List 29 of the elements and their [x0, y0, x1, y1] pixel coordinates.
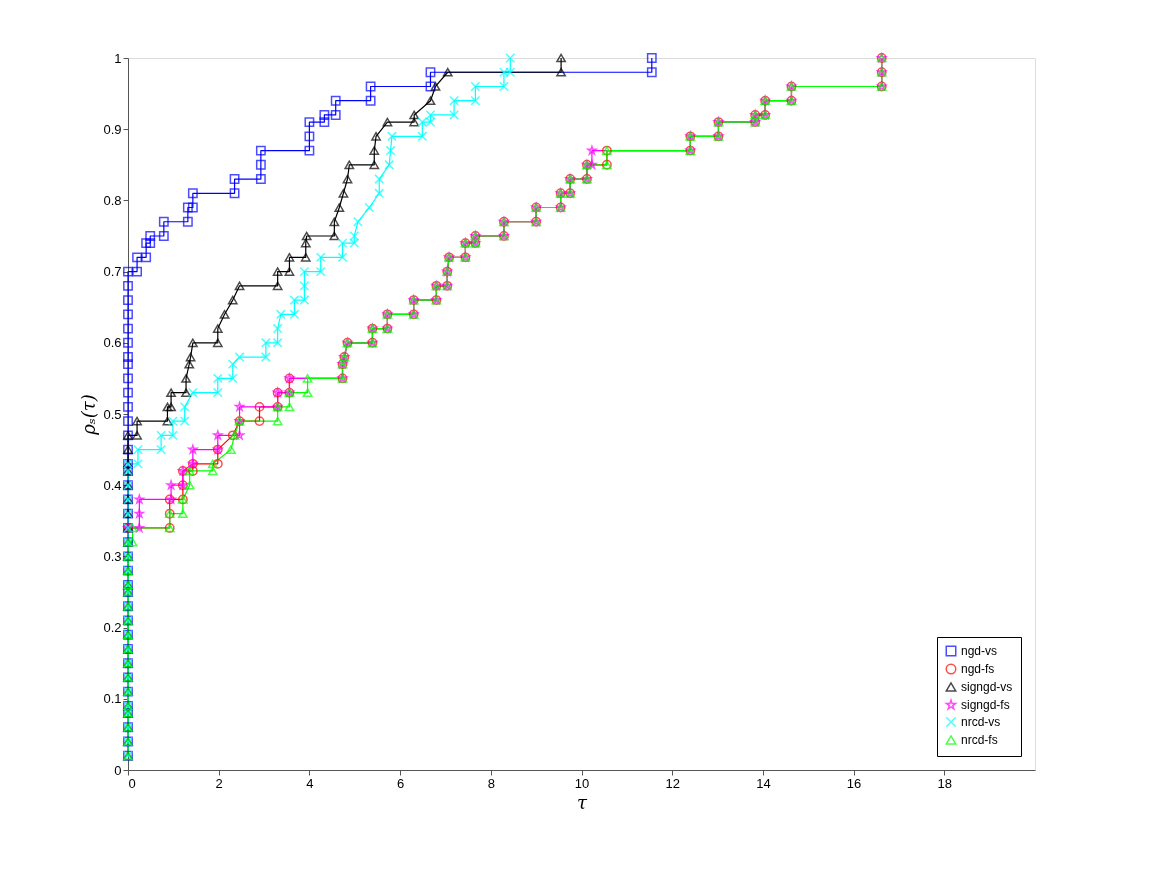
y-tick-label: 0.7 — [103, 264, 122, 280]
y-tick-label: 0.5 — [103, 406, 122, 422]
y-axis-title: ρₛ(τ) — [78, 394, 100, 436]
x-tick-label: 14 — [756, 775, 771, 791]
x-tick-label: 8 — [487, 775, 495, 791]
y-tick-label: 0.4 — [103, 477, 122, 493]
x-tick-label: 18 — [937, 775, 953, 791]
x-axis-title: τ — [577, 791, 589, 813]
y-tick-label: 0.8 — [103, 192, 122, 208]
y-tick-label: 1 — [114, 50, 122, 66]
x-tick-label: 2 — [215, 775, 223, 791]
y-tick-label: 0 — [114, 762, 122, 778]
x-tick-label: 4 — [306, 775, 314, 791]
legend-label: ngd-vs — [961, 644, 998, 658]
y-tick-label: 0.3 — [103, 548, 122, 564]
y-tick-label: 0.1 — [103, 691, 122, 707]
x-tick-label: 10 — [574, 775, 590, 791]
y-tick-label: 0.6 — [103, 335, 122, 351]
legend-label: signgd-fs — [961, 698, 1010, 712]
y-tick-label: 0.9 — [103, 121, 122, 137]
legend-label: ngd-fs — [961, 662, 995, 676]
x-tick-label: 12 — [665, 775, 680, 791]
y-tick-label: 0.2 — [103, 620, 122, 636]
legend-label: signgd-vs — [961, 680, 1013, 694]
x-tick-label: 16 — [846, 775, 862, 791]
legend-label: nrcd-vs — [961, 715, 1001, 729]
x-tick-label: 6 — [396, 775, 405, 791]
x-tick-label: 0 — [128, 775, 136, 791]
legend-label: nrcd-fs — [961, 733, 998, 747]
